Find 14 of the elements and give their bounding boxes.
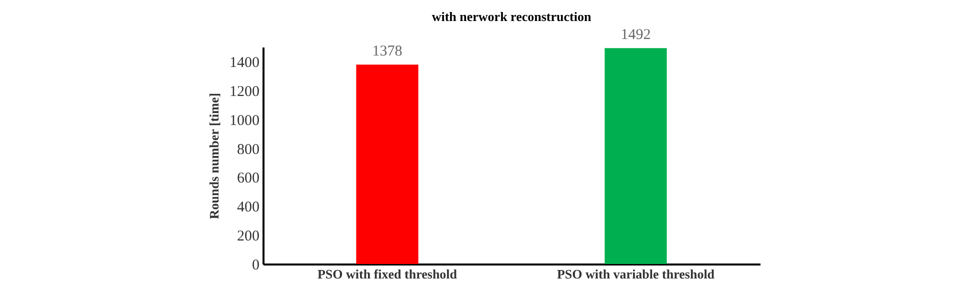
y-tick-label: 200 xyxy=(237,228,260,245)
y-tick-label: 1400 xyxy=(230,54,260,71)
y-tick-label: 400 xyxy=(237,200,260,216)
y-tick-label: 0 xyxy=(252,258,260,274)
y-tick-label: 1000 xyxy=(230,112,260,129)
x-tick-label: PSO with variable threshold xyxy=(556,266,716,282)
data-label: 1378 xyxy=(372,44,402,60)
data-label: 1492 xyxy=(620,27,651,44)
chart-title: with nerwork reconstruction xyxy=(432,9,592,24)
y-axis-title: Rounds number [time] xyxy=(206,92,222,220)
y-tick-label: 600 xyxy=(237,170,260,187)
x-tick-label: PSO with fixed threshold xyxy=(317,266,458,282)
y-tick-label: 1200 xyxy=(230,84,260,100)
y-tick-label: 800 xyxy=(237,142,260,158)
